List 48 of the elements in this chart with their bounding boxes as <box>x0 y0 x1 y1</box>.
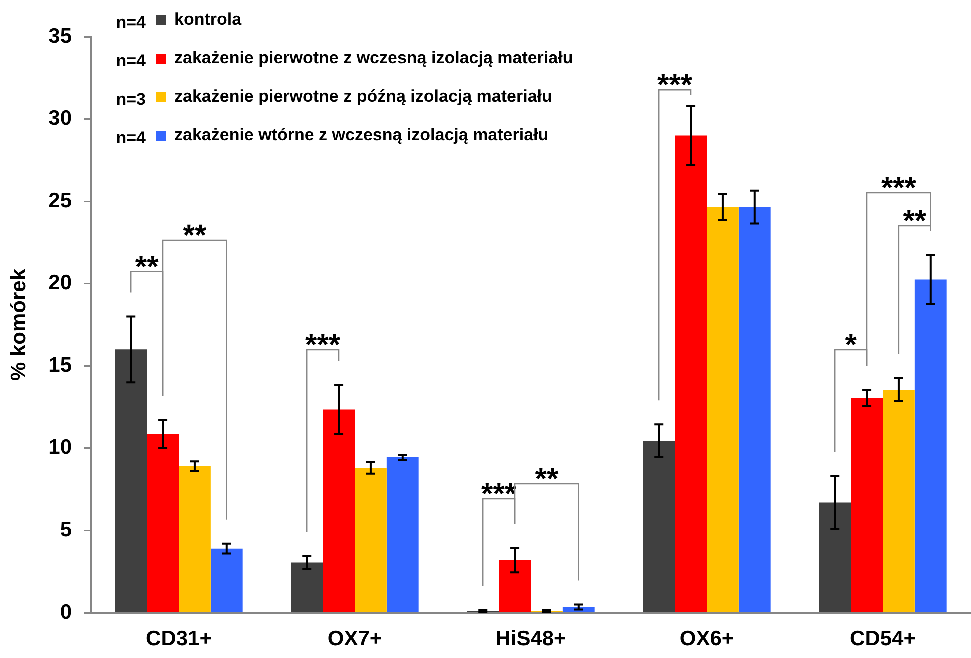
y-tick-label: 35 <box>48 24 72 48</box>
x-tick-label: HiS48+ <box>496 627 566 650</box>
bar <box>147 434 179 612</box>
bar <box>851 398 883 612</box>
bar <box>179 466 211 612</box>
bar <box>499 560 531 612</box>
x-tick-label: CD31+ <box>146 627 212 650</box>
annotation: ** <box>183 219 207 252</box>
bar <box>115 350 148 612</box>
bar <box>291 562 324 612</box>
annotation: n=4 <box>116 52 147 71</box>
annotation: n=4 <box>116 128 147 148</box>
y-tick-label: 30 <box>48 107 72 130</box>
bar <box>819 502 852 612</box>
bar <box>355 468 387 612</box>
x-tick-label: CD54+ <box>850 627 916 650</box>
annotation: *** <box>658 69 693 102</box>
annotation: *** <box>881 172 917 206</box>
bar <box>914 280 947 612</box>
bar <box>210 548 243 612</box>
y-tick-label: 25 <box>48 189 72 212</box>
annotation: ** <box>535 462 559 496</box>
legend-label: kontrola <box>174 10 242 30</box>
annotation: *** <box>306 329 341 362</box>
legend-label: zakażenie pierwotne z późną izolacją materiału <box>174 87 552 106</box>
y-tick-label: 5 <box>60 518 72 542</box>
bar <box>643 441 676 612</box>
annotation: n=3 <box>116 90 146 110</box>
bar <box>675 136 707 612</box>
y-tick-label: 15 <box>48 354 72 377</box>
bar <box>323 410 355 612</box>
legend-label: zakażenie wtórne z wczesną izolacją materiału <box>174 126 549 145</box>
y-tick-label: 20 <box>48 272 72 295</box>
y-tick-label: 0 <box>60 600 72 624</box>
bar <box>883 390 915 612</box>
bar <box>707 207 739 612</box>
y-tick-label: 10 <box>48 436 72 460</box>
annotation: * <box>845 329 858 362</box>
annotation: *** <box>482 478 517 511</box>
annotation: ** <box>903 205 927 238</box>
bar <box>738 207 771 612</box>
x-tick-label: OX7+ <box>328 627 382 650</box>
y-axis-title: % komórek <box>7 268 30 382</box>
legend-label: zakażenie pierwotne z wczesną izolacją materiału <box>174 48 574 68</box>
annotation: ** <box>135 250 160 284</box>
text: n=4 <box>116 13 147 32</box>
x-tick-label: OX6+ <box>680 627 734 650</box>
bar <box>386 457 419 612</box>
